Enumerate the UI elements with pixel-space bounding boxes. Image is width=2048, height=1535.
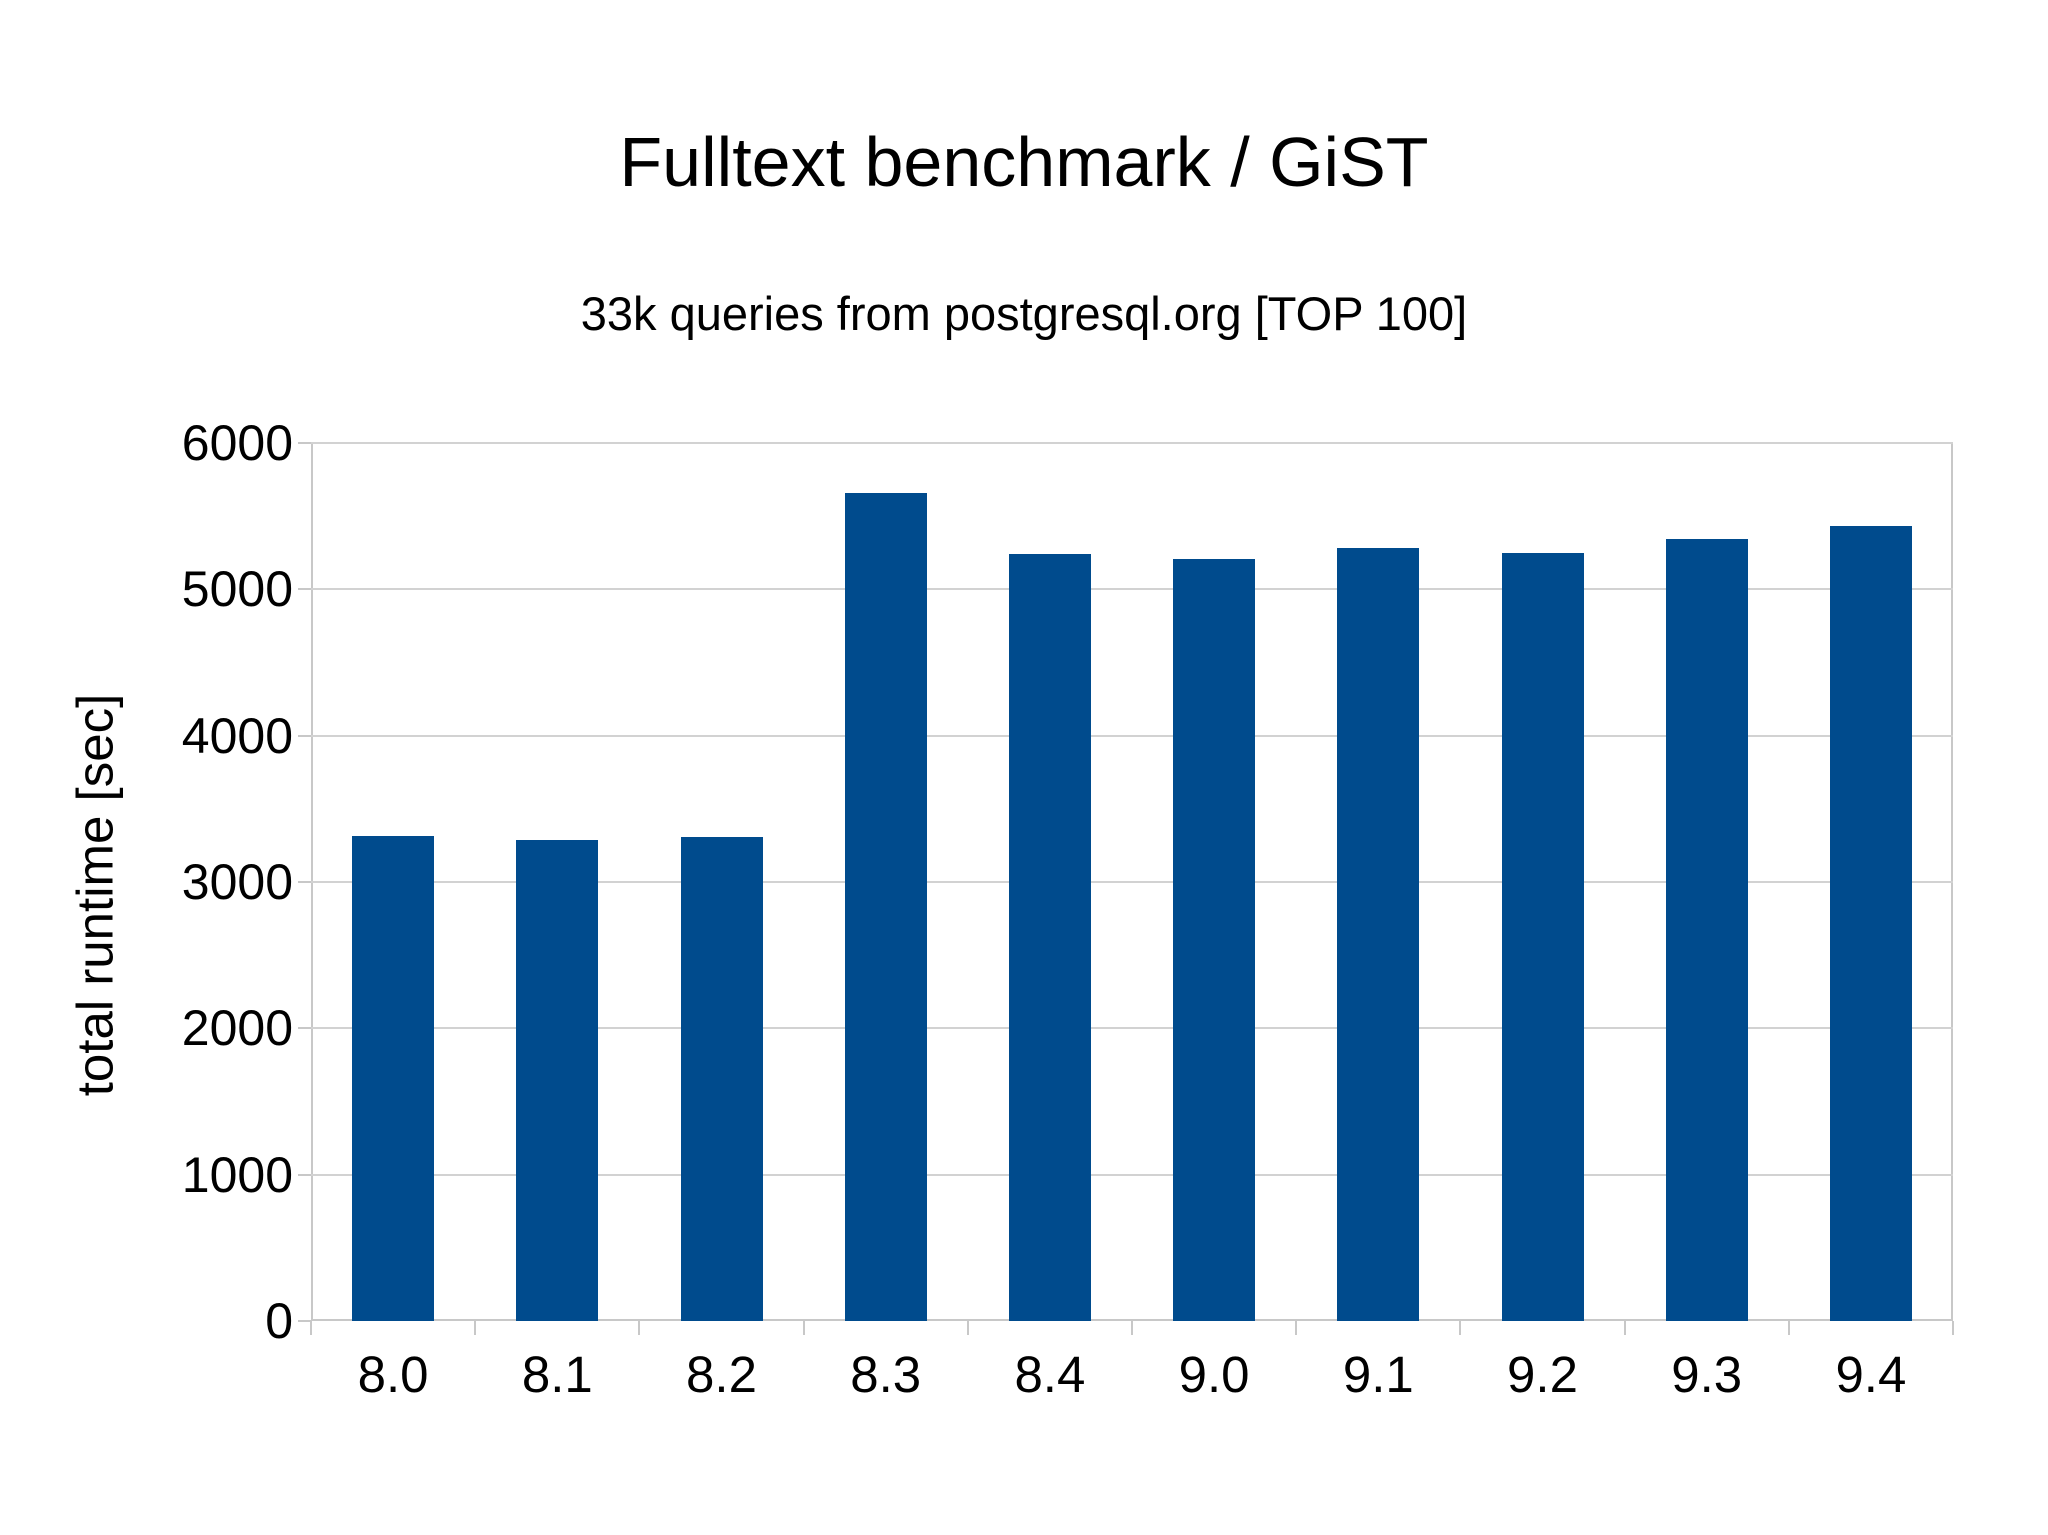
y-axis-tick [298,734,311,737]
y-axis-tick [298,1173,311,1176]
x-tick-label: 9.4 [1835,1346,1907,1403]
bar-8.1 [516,840,599,1321]
x-tick-label: 9.0 [1178,1346,1250,1403]
bar-8.4 [1008,554,1091,1321]
y-axis-tick [298,442,311,444]
y-axis-tick [298,1320,311,1322]
y-axis-tick [298,1027,311,1030]
y-gridline [311,1173,1953,1176]
y-gridline [311,588,1953,591]
x-tick-label: 9.2 [1507,1346,1578,1403]
x-axis-tick [1131,1321,1133,1335]
y-axis-title: total runtime [sec] [66,693,124,1097]
y-tick-label: 2000 [181,1000,293,1057]
bar-9.0 [1173,558,1256,1321]
x-axis-tick [1459,1321,1462,1335]
bar-9.4 [1829,526,1912,1321]
y-gridline [311,1027,1953,1030]
x-axis-tick [474,1321,477,1335]
x-tick-label: 8.2 [686,1346,757,1403]
y-gridline [311,442,1953,444]
x-axis-tick [638,1321,641,1335]
x-tick-label: 8.4 [1014,1346,1086,1403]
x-axis-tick [1787,1321,1790,1335]
chart-subtitle: 33k queries from postgresql.org [TOP 100… [580,287,1468,340]
y-tick-label: 0 [265,1293,293,1349]
x-tick-label: 9.3 [1671,1346,1743,1403]
x-axis-tick [1952,1321,1954,1335]
bar-9.1 [1337,547,1420,1321]
y-axis-tick [298,881,311,883]
x-tick-label: 9.1 [1342,1346,1414,1403]
x-axis-tick [310,1321,312,1335]
bar-8.2 [680,836,763,1321]
y-tick-label: 5000 [181,561,293,618]
y-tick-label: 1000 [181,1146,293,1203]
y-tick-label: 4000 [181,707,293,764]
y-gridline [311,734,1953,737]
bar-9.2 [1501,553,1584,1321]
y-tick-label: 6000 [181,415,293,471]
x-axis-tick [1623,1321,1626,1335]
y-tick-label: 3000 [181,854,293,910]
x-axis-tick [1295,1321,1298,1335]
bar-9.3 [1665,538,1748,1321]
y-axis-tick [298,588,311,591]
bar-8.0 [352,835,435,1321]
x-tick-label: 8.0 [357,1346,429,1403]
bar-8.3 [844,492,927,1321]
x-axis-tick [802,1321,805,1335]
x-tick-label: 8.3 [850,1346,922,1403]
chart-title: Fulltext benchmark / GiST [619,123,1429,201]
y-gridline [311,881,1953,883]
x-tick-label: 8.1 [521,1346,593,1403]
x-axis-tick [966,1321,969,1335]
